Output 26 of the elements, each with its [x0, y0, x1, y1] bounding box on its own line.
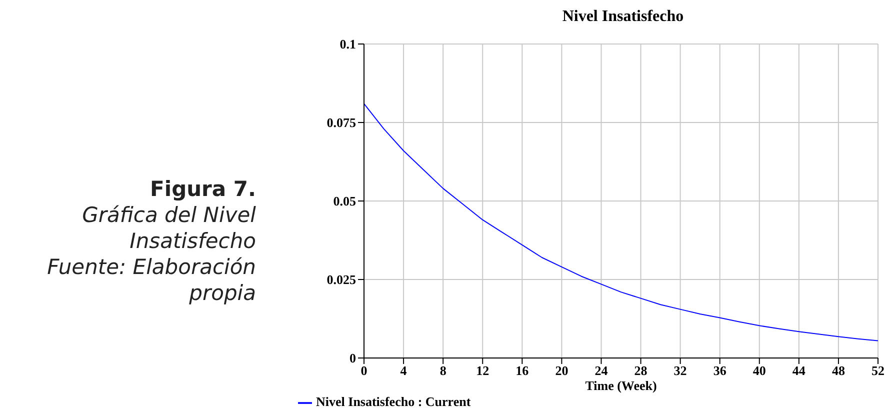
x-tick-label: 36 — [713, 363, 727, 378]
x-tick-label: 24 — [594, 363, 608, 378]
x-tick-label: 40 — [752, 363, 766, 378]
x-axis-title: Time (Week) — [585, 378, 657, 393]
x-tick-label: 44 — [792, 363, 806, 378]
y-tick-label: 0 — [350, 350, 356, 366]
y-tick-label: 0.025 — [326, 272, 356, 288]
line-series — [364, 103, 878, 342]
x-tick-label: 16 — [516, 363, 530, 378]
x-tick-label: 0 — [360, 363, 368, 378]
x-tick-label: 12 — [476, 363, 490, 378]
x-tick-label: 4 — [400, 363, 408, 378]
text: Figura 7. — [149, 176, 256, 202]
y-tick-label: 0.05 — [333, 194, 356, 209]
chart-title: Nivel Insatisfecho — [561, 8, 685, 26]
legend-label: Nivel Insatisfecho : Current — [316, 394, 471, 409]
y-tick-label: 0.1 — [340, 36, 356, 52]
y-tick-label: 0.075 — [326, 115, 356, 130]
x-tick-label: 8 — [440, 363, 447, 378]
x-tick-label: 32 — [674, 363, 687, 378]
x-tick-label: 48 — [832, 363, 846, 378]
x-tick-label: 20 — [555, 363, 568, 378]
x-tick-label: 52 — [872, 363, 884, 378]
text: Gráfica del Nivel Insatisfecho — [81, 202, 256, 254]
source-note: Fuente: Elaboración propia — [46, 254, 256, 306]
x-tick-label: 28 — [634, 363, 648, 378]
